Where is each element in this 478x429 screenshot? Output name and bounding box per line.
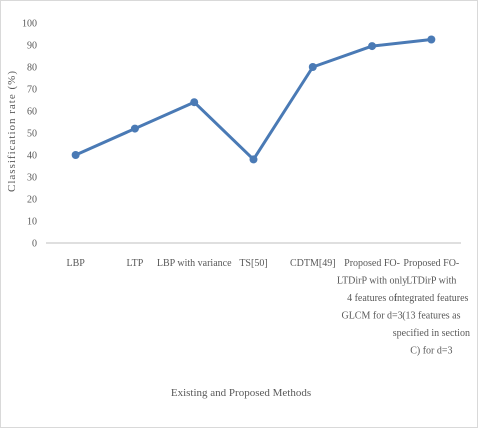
y-axis-ticks: 0 10 20 30 40 50 60 70 80 90 100: [22, 19, 37, 250]
y-tick-label: 40: [27, 151, 37, 162]
data-point: [368, 42, 377, 51]
x-axis-categories: LBP LTP LBP with variance TS[50] CDTM[49] Pro…: [66, 258, 469, 357]
data-point: [427, 35, 436, 44]
y-tick-label: 100: [22, 19, 37, 30]
x-tick-label: CDTM[49]: [290, 258, 336, 269]
y-tick-label: 30: [27, 173, 37, 184]
data-point: [71, 151, 80, 159]
y-tick-label: 80: [27, 63, 37, 74]
series-markers: [71, 35, 436, 164]
y-tick-label: 20: [27, 195, 37, 206]
x-tick-label: Proposed FO-LTDirP with integrated featur…: [393, 258, 470, 357]
y-tick-label: 0: [32, 239, 37, 250]
x-tick-label: LBP with variance: [157, 258, 232, 269]
y-tick-label: 90: [27, 41, 37, 52]
y-tick-label: 10: [27, 217, 37, 228]
y-tick-label: 60: [27, 107, 37, 118]
series-line: [74, 38, 433, 161]
data-point: [308, 63, 317, 71]
data-point: [130, 124, 139, 133]
x-tick-label: LBP: [66, 258, 85, 269]
y-tick-label: 50: [27, 129, 37, 140]
x-axis-title: Existing and Proposed Methods: [171, 387, 311, 399]
x-tick-label: TS[50]: [239, 258, 267, 269]
x-tick-label: LTP: [126, 258, 143, 269]
x-tick-label: Proposed FO-LTDirP with only 4 features o…: [337, 258, 407, 322]
y-tick-label: 70: [27, 85, 37, 96]
y-axis-title: Classification rate (%): [6, 70, 18, 192]
data-point: [249, 155, 258, 164]
data-point: [190, 98, 199, 107]
